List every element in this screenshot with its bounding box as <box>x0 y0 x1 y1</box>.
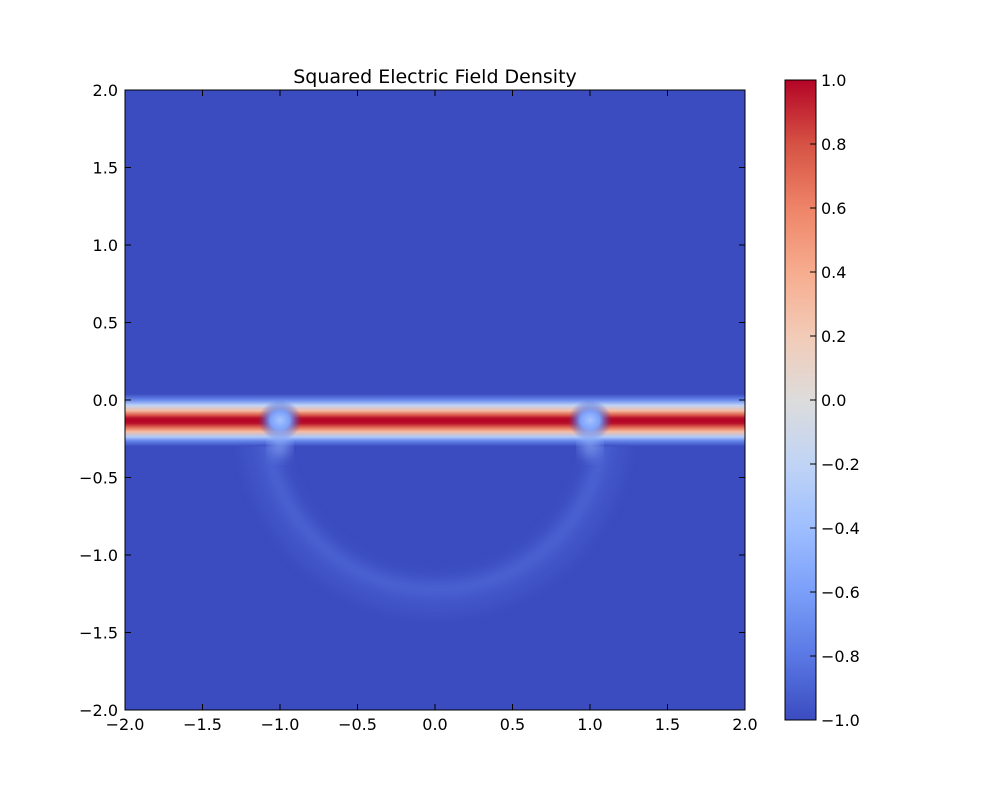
y-tick-label: 0.5 <box>93 314 118 333</box>
colorbar-tick-label: −0.4 <box>821 519 860 538</box>
plot-area <box>125 90 745 710</box>
band-gap <box>568 400 612 441</box>
colorbar-tick-label: 0.4 <box>821 263 846 282</box>
x-tick-label: −2.0 <box>106 715 145 734</box>
colorbar-tick-label: 0.8 <box>821 135 846 154</box>
colorbar-tick-label: 1.0 <box>821 71 846 90</box>
y-tick-label: −1.5 <box>79 624 118 643</box>
y-tick-label: −0.5 <box>79 469 118 488</box>
colorbar-tick-label: 0.6 <box>821 199 846 218</box>
y-tick-label: 0.0 <box>93 391 118 410</box>
gap-glow <box>580 426 600 459</box>
y-tick-label: 1.5 <box>93 159 118 178</box>
halo-rim <box>260 420 610 596</box>
x-axis: −2.0 −1.5 −1.0 −0.5 0.0 0.5 1.0 1.5 2.0 <box>106 90 758 734</box>
colorbar-tick-label: −0.2 <box>821 455 860 474</box>
field-band <box>125 393 745 447</box>
y-tick-label: −2.0 <box>79 701 118 720</box>
halo-arc <box>240 420 630 616</box>
x-tick-label: 1.0 <box>577 715 602 734</box>
x-tick-label: 0.0 <box>422 715 447 734</box>
x-tick-label: 1.5 <box>655 715 680 734</box>
y-axis: −2.0 −1.5 −1.0 −0.5 0.0 0.5 1.0 1.5 2.0 <box>79 81 745 720</box>
x-tick-label: −1.5 <box>183 715 222 734</box>
y-tick-label: −1.0 <box>79 546 118 565</box>
band-gap <box>258 400 302 441</box>
x-tick-label: −1.0 <box>261 715 300 734</box>
colorbar-tick-label: −0.6 <box>821 583 860 602</box>
colorbar-tick-label: 0.0 <box>821 391 846 410</box>
x-tick-label: 0.5 <box>500 715 525 734</box>
chart-title: Squared Electric Field Density <box>293 66 577 88</box>
colorbar-axis: −1.0 −0.8 −0.6 −0.4 −0.2 0.0 0.2 0.4 0.6 0.8 1.0 <box>810 71 860 730</box>
x-tick-label: −0.5 <box>338 715 377 734</box>
y-tick-label: 2.0 <box>93 81 118 100</box>
x-tick-label: 2.0 <box>732 715 757 734</box>
colorbar-tick-label: −0.8 <box>821 647 860 666</box>
y-tick-label: 1.0 <box>93 236 118 255</box>
gap-glow <box>270 426 290 459</box>
colorbar-tick-label: 0.2 <box>821 327 846 346</box>
colorbar-tick-label: −1.0 <box>821 711 860 730</box>
